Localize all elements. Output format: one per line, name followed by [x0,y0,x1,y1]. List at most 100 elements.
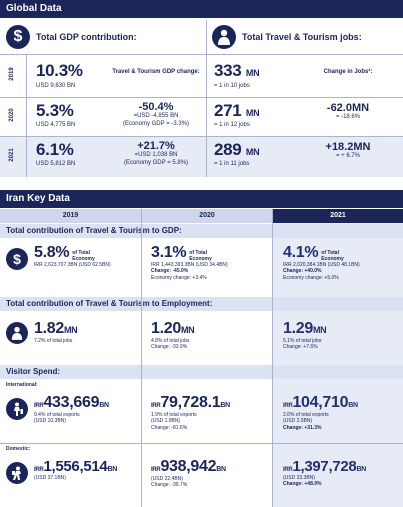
gdp-pct: 3.1% [151,244,187,261]
of-total-label: of Total Economy [189,249,212,262]
visitor-spend-section-title: Visitor Spend: [0,365,403,379]
divider [206,20,207,177]
gdp-change-econ: (Economy GDP = 5.8%) [123,159,189,166]
iran-data-header: Iran Key Data [0,190,403,208]
jobs-change-block: +18.2MN = + 6.7% [300,141,396,161]
employment-share: 4.8% of total jobs [151,338,190,344]
employment-section-title: Total contribution of Travel & Tourism t… [0,297,403,311]
gdp-pct: 5.3% [36,101,74,120]
gdp-change-block: +21.7% =USD 1,038 BN (Economy GDP = 5.8%… [108,140,204,167]
exports-share: 2.6% of total exports [283,412,329,418]
global-jobs-header: Total Travel & Tourism jobs: [242,32,362,42]
divider [272,209,273,507]
jobs-change-label: Change in Jobs²: [323,69,373,75]
year-label: 2019 [9,67,15,81]
jobs-change: -62.0MN [326,102,370,114]
exports-share: 1.9% of total exports [151,412,197,418]
usd-value: (USD 2.5BN) [283,418,313,425]
usd-value: (USD 1.9BN) [151,418,181,425]
jobs-ratio: = 1 in 11 jobs [214,161,250,167]
year-label: 2020 [9,108,15,122]
gdp-change-usd: =USD -4,855 BN [133,113,179,119]
iran-gdp-2020: 3.1% of Total Economy IRR 1,443,393.3BN … [151,244,269,281]
iran-international-2019: IRR433,669BN 9.4% of total exports (USD … [34,394,141,425]
hiker-icon [6,462,28,484]
iran-gdp-2019: 5.8% of Total Economy IRR 2,623,707.3BN … [34,244,139,268]
domestic-label: Domestic: [6,446,31,452]
divider [0,443,403,444]
person-icon [212,25,236,49]
global-data-header: Global Data [0,0,403,18]
gdp-usd: USD 4,775 BN [36,122,76,128]
jobs-change-pct: = + 6.7% [335,153,361,159]
year-header-2019: 2019 [0,209,141,223]
domestic-value: IRR1,397,728BN [283,458,366,475]
economy-change: Economy change: +5.0% [283,274,339,281]
domestic-value: IRR1,556,514BN [34,458,117,475]
gdp-change: Change: -45.0% [151,268,189,275]
domestic-change: Change: +48.9% [283,481,322,488]
jobs-value: 333 MN [214,61,260,80]
gdp-change-usd: =USD 1,038 BN [134,152,178,158]
iran-domestic-2019: IRR1,556,514BN (USD 37.1BN) [34,458,141,481]
iran-gdp-2021: 4.1% of Total Economy IRR 2,020,384.1BN … [283,244,401,281]
economy-change: Economy change: +3.4% [151,274,207,281]
of-total-label: of Total Economy [321,249,344,262]
iran-employment-2020: 1.20MN 4.8% of total jobs Change: -33.9% [151,320,269,351]
iran-employment-2021: 1.29MN 5.1% of total jobs Change: +7.6% [283,320,401,351]
of-total-label: of Total Economy [72,249,95,262]
international-value: IRR104,710BN [283,394,358,411]
gdp-pct: 6.1% [36,140,74,159]
international-change: Change: -81.6% [151,424,188,431]
usd-value: (USD 10.3BN) [34,418,66,425]
iran-domestic-2020: IRR938,942BN (USD 22.4BN) Change: -39.7% [151,458,271,489]
divider [141,209,142,507]
divider [26,55,27,177]
iran-employment-2019: 1.82MN 7.2% of total jobs [34,320,139,344]
person-icon [6,322,28,344]
year-header-2020: 2020 [142,209,272,223]
divider [0,97,403,98]
dollar-icon: $ [6,248,28,270]
employment-change: Change: -33.9% [151,344,188,351]
jobs-change-block: -62.0MN = -18.6% [300,102,396,122]
jobs-value: 289 MN [214,140,260,159]
gdp-change: +21.7% [137,140,175,152]
gdp-section-title: Total contribution of Travel & Tourism t… [0,224,403,238]
iran-international-2020: IRR79,728.1BN 1.9% of total exports (USD… [151,394,271,431]
gdp-usd: USD 9,630 BN [36,83,76,89]
employment-share: 5.1% of total jobs [283,338,322,344]
gdp-pct: 10.3% [36,61,83,80]
gdp-change: -50.4% [138,101,174,113]
gdp-irr: IRR 2,623,707.3BN (USD 62.5BN) [34,262,111,268]
year-label: 2021 [9,148,15,162]
employment-share: 7.2% of total jobs [34,338,73,344]
international-change: Change: +31.3% [283,424,322,431]
domestic-value: IRR938,942BN [151,458,226,475]
divider [0,136,403,137]
usd-value: (USD 37.1BN) [34,475,66,481]
year-header-2021: 2021 [273,209,403,223]
jobs-change: +18.2MN [325,141,371,153]
domestic-change: Change: -39.7% [151,482,188,489]
global-row-2019: 2019 10.3% USD 9,630 BN Travel & Tourism… [0,55,403,97]
jobs-ratio: = 1 in 10 jobs [214,83,250,89]
employment-value: 1.82MN [34,320,78,337]
international-value: IRR79,728.1BN [151,394,230,411]
jobs-ratio: = 1 in 12 jobs [214,122,250,128]
dollar-icon: $ [6,25,30,49]
jobs-value: 271 MN [214,101,260,120]
jobs-change-pct: = -18.6% [335,114,361,120]
gdp-change: Change: +40.0% [283,268,322,275]
employment-value: 1.20MN [151,320,195,337]
global-gdp-header: Total GDP contribution: [36,32,137,42]
iran-domestic-2021: IRR1,397,728BN (USD 33.3BN) Change: +48.… [283,458,401,488]
gdp-usd: USD 5,812 BN [36,161,76,167]
gdp-irr: IRR 1,443,393.3BN (USD 34.4BN) [151,262,228,268]
global-data-title: Global Data [6,3,62,14]
exports-share: 9.4% of total exports [34,412,80,418]
gdp-change-label: Travel & Tourism GDP change: [112,69,200,75]
gdp-pct: 5.8% [34,244,70,261]
employment-value: 1.29MN [283,320,327,337]
gdp-irr: IRR 2,020,384.1BN (USD 48.1BN) [283,262,360,268]
